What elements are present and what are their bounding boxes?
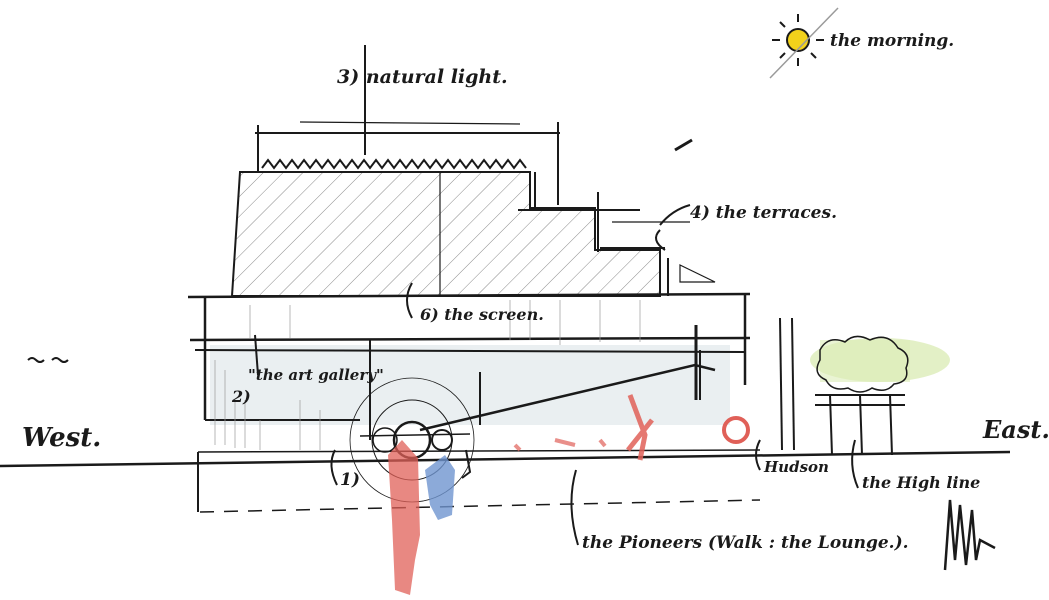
screen-band xyxy=(187,292,751,420)
morning-label: the morning. xyxy=(830,31,954,51)
east-label: East. xyxy=(982,415,1049,444)
color-washes xyxy=(210,338,950,425)
leader-brackets xyxy=(330,282,859,546)
west-label: West. xyxy=(22,423,101,453)
terraces-label: 4) the terraces. xyxy=(690,203,837,223)
west-squiggles xyxy=(27,357,69,363)
gallery-level xyxy=(194,325,746,440)
item-one-label: 1) xyxy=(340,470,360,490)
pioneers-label: the Pioneers (Walk : the Lounge.). xyxy=(582,533,909,553)
roof-skylights xyxy=(255,45,560,296)
art-gallery-label: "the art gallery" xyxy=(248,366,384,384)
natural-light-label: 3) natural light. xyxy=(337,66,508,88)
art-gallery-number: 2) xyxy=(231,387,251,406)
signature-scribble xyxy=(943,499,996,571)
color-figures xyxy=(388,394,750,595)
terraces xyxy=(518,138,716,296)
hatched-upper-mass xyxy=(230,171,661,297)
high-line-structure xyxy=(779,317,909,456)
faint-verticals xyxy=(214,300,641,450)
hudson-label: Hudson xyxy=(763,458,829,476)
ground-line xyxy=(0,449,1011,513)
high-line-label: the High line xyxy=(862,473,980,492)
sun-icon xyxy=(769,7,839,79)
screen-label: 6) the screen. xyxy=(420,305,544,324)
